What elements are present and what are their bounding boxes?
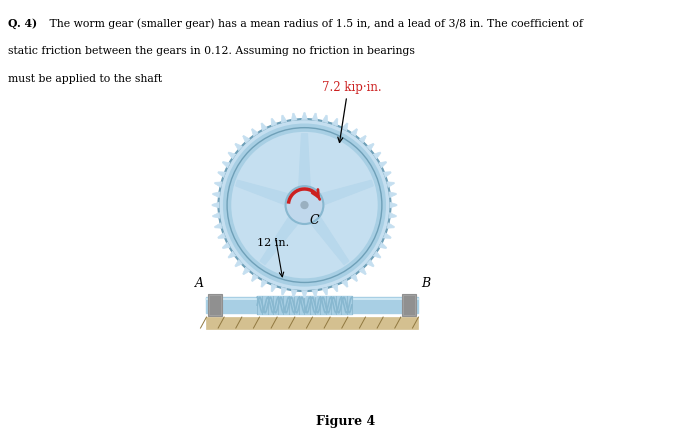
Polygon shape: [312, 113, 318, 120]
Bar: [403, 295, 415, 315]
Polygon shape: [373, 152, 381, 159]
Text: A: A: [194, 277, 203, 290]
Polygon shape: [373, 251, 381, 258]
Polygon shape: [235, 260, 242, 267]
Polygon shape: [389, 213, 397, 218]
Polygon shape: [271, 284, 277, 292]
Polygon shape: [383, 172, 391, 177]
Polygon shape: [312, 290, 318, 297]
Polygon shape: [351, 274, 358, 281]
Polygon shape: [212, 192, 220, 198]
Polygon shape: [271, 119, 277, 126]
Polygon shape: [215, 182, 222, 187]
Polygon shape: [379, 242, 387, 249]
Polygon shape: [389, 192, 397, 198]
Circle shape: [301, 202, 308, 209]
Bar: [206, 297, 419, 313]
Polygon shape: [218, 172, 226, 177]
Polygon shape: [251, 129, 258, 136]
Polygon shape: [260, 213, 301, 265]
Polygon shape: [235, 143, 242, 150]
Polygon shape: [379, 161, 387, 168]
Polygon shape: [215, 223, 222, 228]
Text: C: C: [309, 214, 319, 227]
Bar: [403, 294, 417, 316]
Text: Figure 4: Figure 4: [316, 415, 376, 428]
Text: The worm gear (smaller gear) has a mean radius of 1.5 in, and a lead of 3/8 in. : The worm gear (smaller gear) has a mean …: [46, 18, 583, 29]
Bar: [257, 296, 352, 314]
Polygon shape: [291, 290, 297, 297]
Polygon shape: [302, 291, 307, 298]
Polygon shape: [387, 223, 394, 228]
Polygon shape: [359, 135, 366, 143]
Polygon shape: [222, 161, 230, 168]
Polygon shape: [367, 260, 374, 267]
Text: 12 in.: 12 in.: [257, 238, 289, 248]
Polygon shape: [212, 202, 219, 208]
Polygon shape: [261, 123, 267, 131]
Polygon shape: [342, 280, 348, 287]
Polygon shape: [251, 274, 258, 281]
Bar: [206, 317, 419, 329]
Polygon shape: [367, 143, 374, 150]
Polygon shape: [383, 233, 391, 239]
Text: static friction between the gears in 0.12. Assuming no friction in bearings: static friction between the gears in 0.1…: [8, 46, 419, 56]
Polygon shape: [222, 242, 230, 249]
Circle shape: [286, 186, 323, 224]
Bar: [208, 294, 223, 316]
Polygon shape: [302, 112, 307, 120]
Bar: [210, 295, 221, 315]
Text: must be applied to the shaft: must be applied to the shaft: [8, 74, 165, 84]
Text: Q. 4): Q. 4): [8, 18, 37, 29]
Polygon shape: [342, 123, 348, 131]
Polygon shape: [212, 213, 220, 218]
Polygon shape: [322, 115, 328, 123]
Polygon shape: [351, 129, 358, 136]
Polygon shape: [322, 288, 328, 295]
Polygon shape: [359, 267, 366, 275]
Polygon shape: [243, 267, 250, 275]
Polygon shape: [316, 180, 373, 206]
Polygon shape: [243, 135, 250, 143]
Polygon shape: [298, 134, 311, 191]
Polygon shape: [332, 284, 338, 292]
Polygon shape: [218, 233, 226, 239]
Polygon shape: [228, 251, 236, 258]
Polygon shape: [390, 202, 397, 208]
Polygon shape: [236, 180, 293, 206]
Polygon shape: [291, 113, 297, 120]
Circle shape: [219, 119, 390, 291]
Polygon shape: [261, 280, 267, 287]
Text: B: B: [421, 277, 430, 290]
Polygon shape: [332, 119, 338, 126]
Polygon shape: [228, 152, 236, 159]
Polygon shape: [281, 115, 286, 123]
Polygon shape: [281, 288, 286, 295]
Polygon shape: [387, 182, 394, 187]
Text: 7.2 kip·in.: 7.2 kip·in.: [322, 81, 381, 94]
Polygon shape: [308, 213, 349, 265]
